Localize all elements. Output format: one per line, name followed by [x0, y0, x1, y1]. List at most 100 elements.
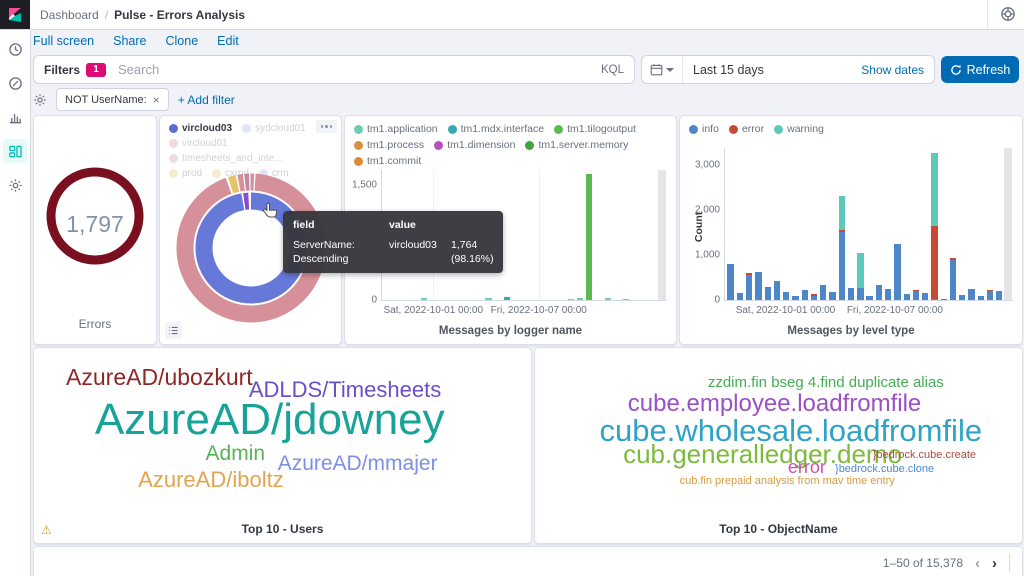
bar-group[interactable] — [557, 170, 566, 300]
tag[interactable]: cube.employee.loadfromfile — [627, 390, 922, 418]
filters-toggle-button[interactable]: Filters 1 — [34, 62, 116, 77]
bar-group[interactable] — [511, 170, 520, 300]
bar-group[interactable] — [420, 170, 429, 300]
bar-group[interactable] — [640, 170, 649, 300]
bar-group[interactable] — [939, 148, 948, 300]
bar-group[interactable] — [585, 170, 594, 300]
tag[interactable]: AzureAD/mmajer — [277, 451, 438, 475]
legend-item[interactable]: info — [689, 123, 719, 135]
bar-group[interactable] — [763, 148, 772, 300]
legend-item[interactable]: cxmd — [212, 168, 249, 179]
bar-group[interactable] — [548, 170, 557, 300]
bar-group[interactable] — [772, 148, 781, 300]
legend-item[interactable]: vircloud01 — [169, 138, 228, 149]
legend-item[interactable]: tm1.dimension — [434, 139, 515, 151]
legend-toggle-button[interactable] — [165, 322, 182, 339]
sidebar-item-dashboard[interactable] — [3, 139, 27, 163]
quick-select-button[interactable] — [642, 56, 683, 83]
next-page-icon[interactable]: › — [992, 554, 997, 572]
time-range-label[interactable]: Last 15 days — [693, 62, 764, 77]
bar-group[interactable] — [521, 170, 530, 300]
legend-item[interactable]: sydcloud01 — [242, 123, 306, 134]
legend-item[interactable]: error — [728, 123, 764, 135]
bar-group[interactable] — [649, 170, 658, 300]
bar-group[interactable] — [930, 148, 939, 300]
bar-group[interactable] — [539, 170, 548, 300]
bar-group[interactable] — [874, 148, 883, 300]
bar-group[interactable] — [726, 148, 735, 300]
remove-filter-icon[interactable]: × — [152, 92, 160, 107]
bar-group[interactable] — [612, 170, 621, 300]
previous-page-icon[interactable]: ‹ — [975, 554, 980, 572]
bar-group[interactable] — [995, 148, 1004, 300]
nav-link-clone[interactable]: Clone — [165, 34, 199, 48]
tag[interactable]: ADLDS/Timesheets — [248, 377, 442, 403]
bar-group[interactable] — [484, 170, 493, 300]
show-dates-link[interactable]: Show dates — [861, 62, 924, 77]
bar-group[interactable] — [566, 170, 575, 300]
legend-item[interactable]: tm1.tilogoutput — [554, 123, 636, 135]
legend-item[interactable]: warning — [774, 123, 824, 135]
tag[interactable]: }bedrock.cube.create — [872, 448, 977, 461]
sidebar-item-visualize[interactable] — [3, 105, 27, 129]
add-filter-link[interactable]: + Add filter — [177, 92, 235, 107]
bar-group[interactable] — [502, 170, 511, 300]
tag[interactable]: error — [787, 457, 826, 478]
legend-item[interactable]: tm1.process — [354, 139, 424, 151]
bar-group[interactable] — [837, 148, 846, 300]
bar-group[interactable] — [985, 148, 994, 300]
bar-group[interactable] — [865, 148, 874, 300]
donut-slice[interactable] — [176, 173, 326, 323]
bar-group[interactable] — [958, 148, 967, 300]
bar-group[interactable] — [846, 148, 855, 300]
filter-settings-gear-icon[interactable] — [33, 93, 47, 107]
filter-pill-not-username[interactable]: NOT UserName: × — [56, 88, 169, 111]
bar-group[interactable] — [902, 148, 911, 300]
bar-group[interactable] — [921, 148, 930, 300]
bar-group[interactable] — [735, 148, 744, 300]
bar-group[interactable] — [856, 148, 865, 300]
panel-options-button[interactable] — [316, 120, 337, 133]
level-bar-chart[interactable]: 3,000 2,000 1,000 0 Sat, 2022-10-01 00:00 Fri… — [695, 148, 1013, 316]
tag[interactable]: zzdim.fin bseg 4.find duplicate alias — [707, 374, 944, 392]
search-input[interactable] — [116, 61, 591, 78]
bar-group[interactable] — [745, 148, 754, 300]
bar-group[interactable] — [631, 170, 640, 300]
legend-item[interactable]: timesheets_and_inte... — [169, 153, 283, 164]
bar-group[interactable] — [603, 170, 612, 300]
bar-group[interactable] — [948, 148, 957, 300]
sidebar-item-management[interactable] — [3, 173, 27, 197]
bar-group[interactable] — [819, 148, 828, 300]
bar-group[interactable] — [782, 148, 791, 300]
bar-group[interactable] — [791, 148, 800, 300]
tag[interactable]: AzureAD/ubozkurt — [66, 364, 253, 391]
sidebar-item-recent[interactable] — [3, 37, 27, 61]
bar-group[interactable] — [884, 148, 893, 300]
tag[interactable]: cub.generalledger.demo — [623, 439, 903, 470]
bar-group[interactable] — [911, 148, 920, 300]
bar-group[interactable] — [754, 148, 763, 300]
legend-item[interactable]: tm1.mdx.interface — [447, 123, 544, 135]
legend-item[interactable]: tm1.application — [354, 123, 438, 135]
bar-group[interactable] — [809, 148, 818, 300]
bar-group[interactable] — [828, 148, 837, 300]
tag[interactable]: AzureAD/jdowney — [94, 395, 445, 445]
tag[interactable]: cube.wholesale.loadfromfile — [599, 413, 983, 449]
legend-item[interactable]: tm1.server.memory — [525, 139, 628, 151]
legend-item[interactable]: vircloud03 — [169, 123, 232, 134]
legend-item[interactable]: tm1.commit — [354, 155, 421, 167]
tag[interactable]: AzureAD/iboltz — [138, 467, 284, 493]
bar-group[interactable] — [976, 148, 985, 300]
bar-group[interactable] — [893, 148, 902, 300]
bar-group[interactable] — [800, 148, 809, 300]
legend-item[interactable]: prod — [169, 168, 202, 179]
nav-link-share[interactable]: Share — [113, 34, 147, 48]
bar-group[interactable] — [621, 170, 630, 300]
bar-group[interactable] — [576, 170, 585, 300]
tag[interactable]: }bedrock.cube.clone — [835, 463, 935, 476]
help-icon[interactable] — [1000, 6, 1016, 27]
tag[interactable]: cub.fin prepaid analysis from mav time e… — [679, 474, 895, 487]
kql-button[interactable]: KQL — [600, 63, 624, 76]
nav-link-edit[interactable]: Edit — [217, 34, 239, 48]
refresh-button[interactable]: Refresh — [941, 56, 1019, 83]
